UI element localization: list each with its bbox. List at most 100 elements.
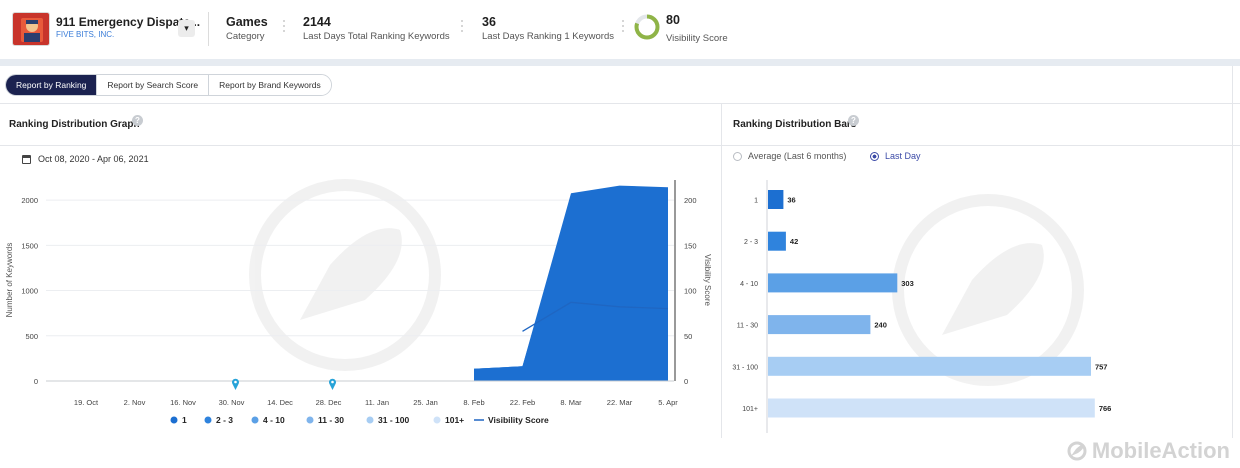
- legend-item[interactable]: Visibility Score: [474, 415, 549, 425]
- divider: [0, 103, 1240, 104]
- bars-panel-title: Ranking Distribution Bars: [733, 119, 857, 130]
- header-divider: [208, 12, 209, 46]
- date-range-picker[interactable]: Oct 08, 2020 - Apr 06, 2021: [22, 154, 149, 164]
- y-tick-label: 0: [34, 377, 38, 386]
- y-tick-label: 1000: [21, 287, 38, 296]
- separator-dots: [461, 20, 464, 32]
- bar-value-label: 42: [790, 237, 798, 246]
- legend-label: 4 - 10: [263, 415, 285, 425]
- bar[interactable]: [768, 190, 784, 209]
- option-average-label: Average (Last 6 months): [748, 151, 847, 161]
- bar-category-label: 11 - 30: [737, 323, 758, 330]
- legend-item[interactable]: 2 - 3: [204, 415, 234, 425]
- panel-edge: [1232, 66, 1233, 438]
- app-icon[interactable]: [12, 12, 50, 46]
- y2-tick-label: 100: [684, 287, 697, 296]
- annotation-pin-icon[interactable]: [328, 378, 336, 390]
- legend-item[interactable]: 31 - 100: [366, 415, 410, 425]
- brand-name: MobileAction: [1091, 438, 1230, 463]
- bar[interactable]: [768, 231, 786, 251]
- visibility-score-line: [522, 301, 669, 332]
- divider: [0, 145, 1240, 146]
- header-band: [0, 59, 1240, 66]
- x-tick-label: 19. Oct: [74, 398, 99, 407]
- x-tick-label: 28. Dec: [316, 398, 342, 407]
- bar-value-label: 240: [874, 321, 887, 330]
- tab-report-by-brand-keywords[interactable]: Report by Brand Keywords: [209, 75, 331, 95]
- y2-tick-label: 50: [684, 332, 692, 341]
- chevron-down-icon: ▾: [184, 23, 189, 33]
- date-range-text: Oct 08, 2020 - Apr 06, 2021: [38, 154, 149, 164]
- separator-dots: [622, 20, 625, 32]
- rank1-keywords-value: 36: [482, 15, 496, 29]
- report-tabs: Report by Ranking Report by Search Score…: [5, 74, 332, 96]
- category-label: Category: [226, 31, 265, 42]
- graph-panel-title: Ranking Distribution Graph: [9, 119, 140, 130]
- legend-item[interactable]: 4 - 10: [251, 415, 286, 425]
- x-tick-label: 30. Nov: [219, 398, 245, 407]
- option-average[interactable]: Average (Last 6 months): [733, 151, 846, 161]
- app-header: 911 Emergency Dispatc... FIVE BITS, INC.…: [0, 0, 1240, 59]
- bar-category-label: 4 - 10: [740, 281, 758, 288]
- legend-label: 1: [182, 415, 187, 425]
- category-value: Games: [226, 15, 268, 29]
- total-keywords-label: Last Days Total Ranking Keywords: [303, 31, 450, 42]
- area-series-1[interactable]: [474, 185, 668, 381]
- y-tick-label: 2000: [21, 196, 38, 205]
- legend-item[interactable]: 101+: [433, 415, 465, 425]
- rocket-watermark-icon: [892, 194, 1084, 386]
- bar-value-label: 757: [1095, 362, 1108, 371]
- x-tick-label: 22. Feb: [510, 398, 535, 407]
- bar-value-label: 36: [787, 196, 795, 205]
- annotation-pin-icon[interactable]: [232, 378, 239, 390]
- legend-label: Visibility Score: [488, 415, 549, 425]
- bar-category-label: 31 - 100: [732, 364, 758, 371]
- bar-value-label: 766: [1099, 404, 1112, 413]
- x-tick-label: 16. Nov: [170, 398, 196, 407]
- bar-category-label: 1: [754, 198, 758, 205]
- x-tick-label: 22. Mar: [607, 398, 633, 407]
- legend-label: 101+: [445, 415, 464, 425]
- y-axis-label: Number of Keywords: [5, 243, 14, 318]
- x-tick-label: 14. Dec: [267, 398, 293, 407]
- bar-value-label: 303: [901, 279, 914, 288]
- rocket-logo-icon: [1067, 441, 1087, 461]
- app-developer[interactable]: FIVE BITS, INC.: [56, 30, 115, 39]
- y2-tick-label: 200: [684, 196, 697, 205]
- bar[interactable]: [768, 273, 898, 293]
- radio-last-day[interactable]: [870, 151, 879, 161]
- legend-item[interactable]: 1: [170, 415, 188, 425]
- legend-label: 11 - 30: [318, 415, 344, 425]
- bar[interactable]: [768, 356, 1091, 376]
- help-icon[interactable]: ?: [848, 115, 859, 126]
- visibility-score-label: Visibility Score: [666, 33, 728, 44]
- option-last-day-label: Last Day: [885, 151, 921, 161]
- y2-tick-label: 0: [684, 377, 688, 386]
- legend-label: 2 - 3: [216, 415, 233, 425]
- x-tick-label: 8. Feb: [463, 398, 484, 407]
- visibility-gauge: [634, 14, 660, 40]
- ranking-distribution-graph: 19. Oct 2. Nov 16. Nov 30. Nov 14. Dec 28. De…: [5, 179, 712, 425]
- y-tick-label: 1500: [21, 241, 38, 250]
- panel-divider: [721, 103, 722, 438]
- legend-item[interactable]: 11 - 30: [306, 415, 345, 425]
- tab-report-by-ranking[interactable]: Report by Ranking: [6, 75, 98, 95]
- legend-label: 31 - 100: [378, 415, 409, 425]
- total-keywords-value: 2144: [303, 15, 331, 29]
- tab-report-by-search-score[interactable]: Report by Search Score: [97, 75, 210, 95]
- calendar-icon: [22, 154, 31, 164]
- radio-average[interactable]: [733, 151, 742, 161]
- ranking-distribution-bars: 1 36 2 - 3 42 4 - 10 303 11 - 30 240 31 - 100 757…: [732, 180, 1112, 433]
- bar-category-label: 101+: [742, 406, 758, 413]
- x-tick-label: 8. Mar: [560, 398, 582, 407]
- y2-axis-label: Visibility Score: [703, 254, 712, 306]
- bar-category-label: 2 - 3: [744, 239, 758, 246]
- x-tick-label: 2. Nov: [124, 398, 146, 407]
- app-name: 911 Emergency Dispatc...: [56, 15, 201, 29]
- bar[interactable]: [768, 315, 871, 335]
- help-icon[interactable]: ?: [132, 115, 143, 126]
- app-dropdown-button[interactable]: ▾: [178, 20, 195, 37]
- option-last-day[interactable]: Last Day: [870, 151, 921, 161]
- bar[interactable]: [768, 398, 1095, 418]
- x-tick-label: 5. Apr: [658, 398, 678, 407]
